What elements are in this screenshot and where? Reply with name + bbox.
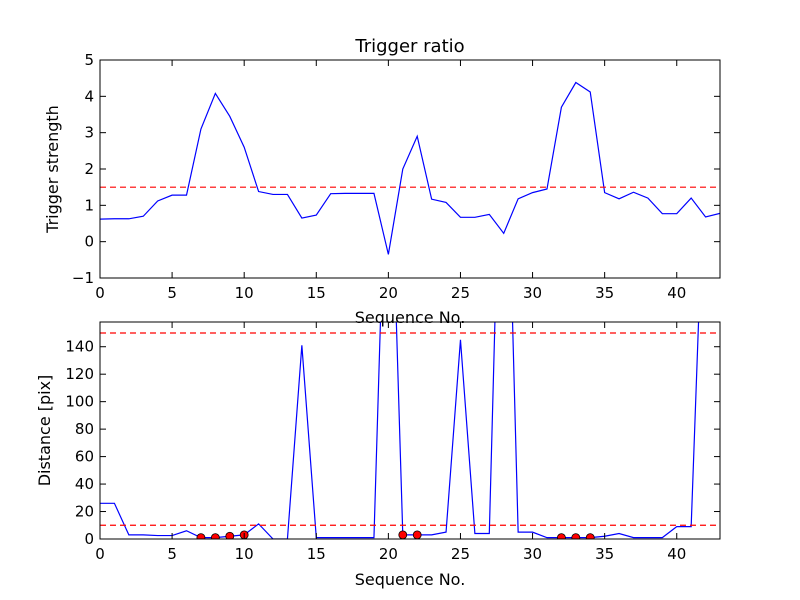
y-tick-label: 60 [75, 448, 94, 466]
y-tick-label: 5 [84, 51, 94, 69]
x-axis-label: Sequence No. [355, 308, 466, 327]
data-point-marker [556, 533, 566, 539]
series-line [100, 81, 720, 255]
plot-area [100, 81, 720, 255]
x-tick-label: 30 [523, 284, 542, 302]
x-tick-label: 0 [95, 284, 105, 302]
x-tick-label: 5 [167, 545, 177, 563]
data-point-marker [412, 530, 422, 539]
x-tick-label: 25 [451, 545, 470, 563]
y-axis-label: Trigger strength [43, 105, 62, 234]
x-tick-label: 15 [307, 545, 326, 563]
y-axis-label: Distance [pix] [35, 375, 54, 487]
y-tick-label: 20 [75, 503, 94, 521]
y-tick-label: 0 [84, 530, 94, 548]
y-tick-label: 120 [65, 365, 94, 383]
axes-frame [99, 59, 721, 279]
plot-area [100, 322, 720, 539]
x-tick-label: 10 [235, 284, 254, 302]
y-tick-label: 40 [75, 475, 94, 493]
x-tick-label: 15 [307, 284, 326, 302]
x-tick-label: 35 [595, 284, 614, 302]
x-tick-label: 35 [595, 545, 614, 563]
y-tick-label: 4 [84, 87, 94, 105]
y-tick-label: 3 [84, 124, 94, 142]
data-point-marker [585, 533, 595, 539]
data-point-marker [571, 533, 581, 539]
x-tick-label: 25 [451, 284, 470, 302]
x-tick-label: 30 [523, 545, 542, 563]
y-tick-label: 2 [84, 160, 94, 178]
y-tick-label: 0 [84, 233, 94, 251]
x-tick-label: 5 [167, 284, 177, 302]
x-tick-label: 40 [667, 284, 686, 302]
x-tick-label: 40 [667, 545, 686, 563]
x-tick-label: 0 [95, 545, 105, 563]
x-tick-label: 20 [379, 545, 398, 563]
x-tick-label: 20 [379, 284, 398, 302]
data-point-marker [196, 533, 206, 539]
data-point-marker [398, 530, 408, 539]
y-tick-label: 80 [75, 420, 94, 438]
y-tick-label: 100 [65, 393, 94, 411]
series-line [100, 322, 700, 539]
y-tick-label: 140 [65, 338, 94, 356]
y-tick-label: 1 [84, 196, 94, 214]
chart-panel-2: 0 5 10 15 20 25 30 35 40 0 20 40 60 80 100 120 140 Sequen… [35, 321, 721, 589]
axes-frame [99, 321, 721, 540]
y-tick-label: −1 [72, 269, 94, 287]
x-axis-label: Sequence No. [355, 570, 466, 589]
data-point-marker [225, 531, 235, 539]
data-point-marker [210, 533, 220, 539]
x-tick-label: 10 [235, 545, 254, 563]
chart-title: Trigger ratio [354, 36, 464, 57]
